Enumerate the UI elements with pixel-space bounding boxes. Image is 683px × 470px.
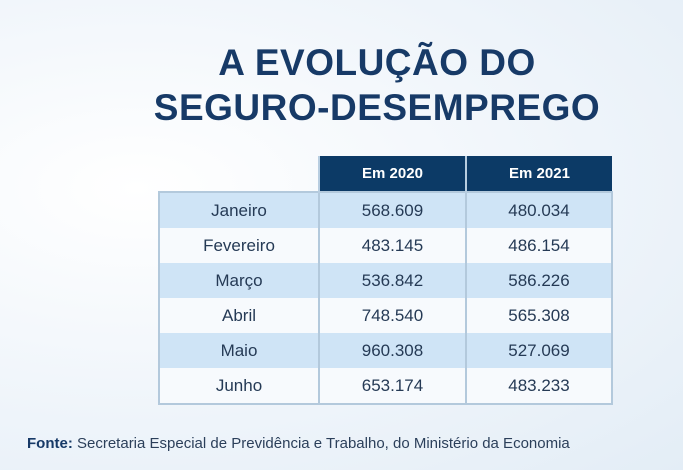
table-row: Janeiro 568.609 480.034 <box>158 191 613 228</box>
cell-2020: 483.145 <box>318 228 467 263</box>
table-row: Abril 748.540 565.308 <box>158 298 613 333</box>
table-row: Maio 960.308 527.069 <box>158 333 613 368</box>
cell-2021: 483.233 <box>465 368 613 405</box>
column-header-2021: Em 2021 <box>465 156 612 192</box>
cell-2020: 653.174 <box>318 368 467 405</box>
table-row: Fevereiro 483.145 486.154 <box>158 228 613 263</box>
row-label: Fevereiro <box>158 228 320 263</box>
cell-2021: 486.154 <box>465 228 613 263</box>
cell-2020: 960.308 <box>318 333 467 368</box>
row-label: Janeiro <box>158 191 320 228</box>
title-line-2: SEGURO-DESEMPREGO <box>153 87 601 128</box>
title-line-1: A EVOLUÇÃO DO <box>218 42 536 83</box>
row-label: Março <box>158 263 320 298</box>
table-row: Junho 653.174 483.233 <box>158 368 613 405</box>
cell-2020: 536.842 <box>318 263 467 298</box>
source-footer: Fonte: Secretaria Especial de Previdênci… <box>27 435 570 452</box>
cell-2021: 586.226 <box>465 263 613 298</box>
cell-2021: 480.034 <box>465 191 613 228</box>
source-text: Secretaria Especial de Previdência e Tra… <box>72 435 570 452</box>
header-blank <box>159 156 319 192</box>
cell-2021: 565.308 <box>465 298 613 333</box>
row-label: Maio <box>158 333 320 368</box>
table-header: Em 2020 Em 2021 <box>159 156 612 192</box>
table-row: Março 536.842 586.226 <box>158 263 613 298</box>
cell-2020: 568.609 <box>318 191 467 228</box>
cell-2021: 527.069 <box>465 333 613 368</box>
row-label: Junho <box>158 368 320 405</box>
page-title: A EVOLUÇÃO DO SEGURO-DESEMPREGO <box>0 40 683 130</box>
source-label: Fonte: <box>27 435 73 452</box>
data-table: Em 2020 Em 2021 Janeiro 568.609 480.034 Fev… <box>158 156 613 405</box>
cell-2020: 748.540 <box>318 298 467 333</box>
column-header-2020: Em 2020 <box>318 156 466 192</box>
row-label: Abril <box>158 298 320 333</box>
